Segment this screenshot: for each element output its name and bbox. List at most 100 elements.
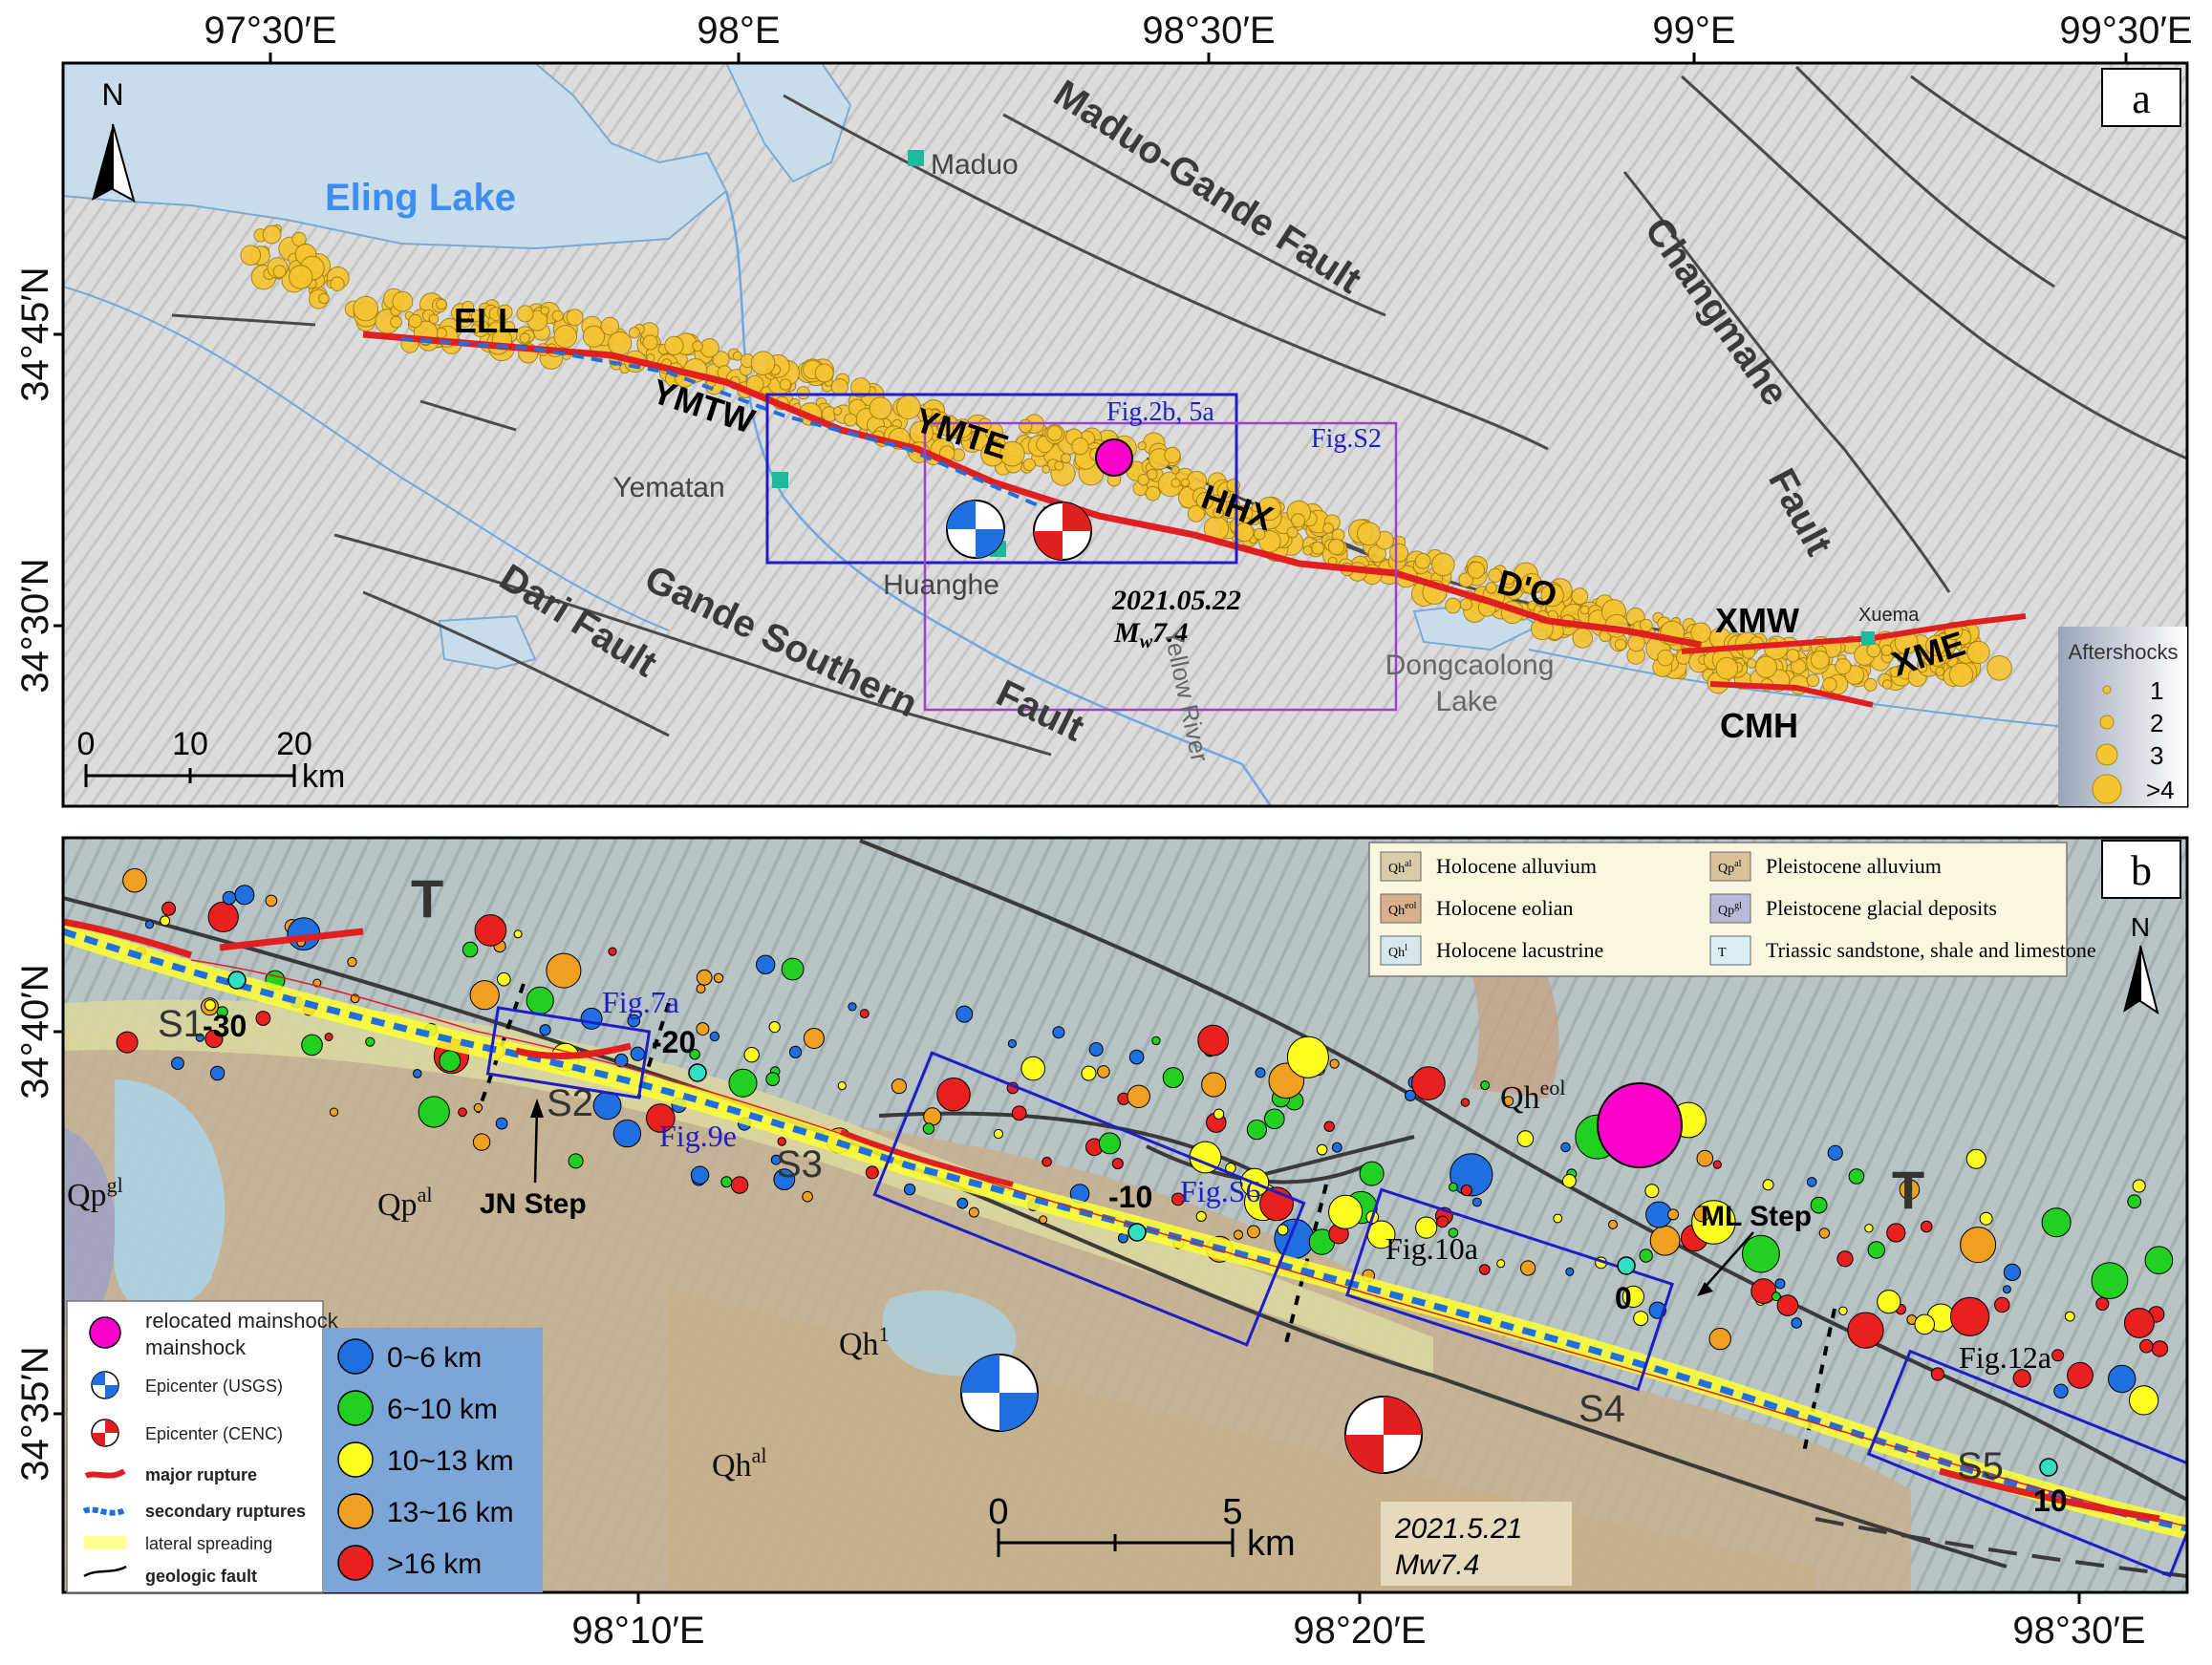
geology-swatch <box>1709 851 1751 882</box>
fig9e-label: Fig.9e <box>659 1119 737 1153</box>
aftershock-point <box>1147 468 1158 480</box>
major-rupture-b2 <box>219 928 364 951</box>
yellow-river <box>724 190 1273 806</box>
aftershock-point <box>1356 522 1381 546</box>
lon-label-a-0: 97°30′E <box>204 10 336 52</box>
aftershock-point <box>1488 567 1503 583</box>
mainshock-a <box>1095 438 1133 477</box>
aftershock-point <box>513 929 523 939</box>
aftershock-point <box>1836 1250 1854 1268</box>
aftershock-point <box>1247 1225 1260 1239</box>
unit-label-qh1-sup: 1 <box>879 1322 890 1346</box>
aftershock-point <box>1479 1264 1491 1275</box>
figS6-label: Fig.S6 <box>1180 1174 1260 1208</box>
panel-b-letter-box <box>2101 840 2181 899</box>
aftershock-point <box>1863 677 1878 692</box>
aftershock-point <box>1762 1179 1774 1191</box>
stepover-s1: S1 <box>158 1003 204 1045</box>
aftershock-point <box>1042 464 1051 474</box>
ml-step-label: ML Step <box>1701 1201 1812 1232</box>
geology-code-main: Qh <box>1388 862 1405 876</box>
aftershock-point <box>1450 1153 1493 1197</box>
river-2 <box>63 286 670 631</box>
distance-mark-m20: -20 <box>652 1025 696 1059</box>
beachball-usgs-b <box>960 1354 1039 1432</box>
aftershock-point <box>1899 1179 1921 1201</box>
legend-mainshock: relocated mainshock <box>145 1309 339 1333</box>
aftershock-point <box>2041 1207 2072 1238</box>
aftershock-point <box>240 245 262 267</box>
legend-usgs: Epicenter (USGS) <box>145 1377 283 1396</box>
legend-mainshock-icon <box>89 1316 121 1349</box>
aftershock-point <box>1128 1049 1145 1065</box>
aftershock-point <box>1405 1089 1416 1101</box>
aftershock-point <box>470 324 481 334</box>
aftershock-point <box>664 335 684 355</box>
legend-lateral-spreading: lateral spreading <box>145 1534 272 1553</box>
aftershock-point <box>474 914 507 947</box>
fig12a-box <box>1866 1349 2187 1578</box>
lon-label-b-0: 98°10′E <box>571 1610 704 1652</box>
legend-cenc: Epicenter (CENC) <box>145 1424 283 1443</box>
aftershock-size-2 <box>2099 715 2115 730</box>
aftershock-point <box>1925 634 1946 656</box>
scale-a-20: 20 <box>276 726 312 762</box>
aftershock-point <box>540 306 549 315</box>
aftershock-point <box>2124 1308 2155 1338</box>
xuema-label: Xuema <box>1858 605 1920 626</box>
legend-cenc-icon <box>91 1419 119 1447</box>
aftershock-point <box>1503 1096 1514 1106</box>
fig12a-label: Fig.12a <box>1959 1340 2051 1375</box>
aftershock-point <box>1485 582 1497 594</box>
aftershock-point <box>830 378 848 396</box>
aftershock-point <box>1715 656 1739 680</box>
aftershock-point <box>690 1165 710 1185</box>
fig2b-box <box>765 393 1238 565</box>
dashed-fault-b <box>1815 1517 2187 1578</box>
aftershock-point <box>1667 1208 1680 1221</box>
huanghe-label: Huanghe <box>883 569 999 601</box>
aftershock-point <box>1180 478 1191 487</box>
aftershock-point <box>1994 1296 2010 1313</box>
aftershock-point <box>2012 1369 2031 1388</box>
aftershock-point <box>1046 425 1063 441</box>
legend-major-rupture-icon <box>84 1468 126 1479</box>
aftershock-point <box>1233 1229 1244 1240</box>
aftershock-point <box>1621 1285 1645 1309</box>
aftershock-point <box>1786 649 1800 663</box>
aftershock-point <box>796 386 810 400</box>
aftershock-point <box>1838 1306 1848 1316</box>
aftershock-point <box>788 1045 803 1058</box>
aftershock-point <box>462 941 479 958</box>
aftershock-point <box>209 1065 225 1081</box>
segment-ell: ELL <box>454 301 519 340</box>
aftershock-point <box>1772 1291 1781 1302</box>
beachball-cenc-b <box>1344 1396 1423 1474</box>
aftershock-point <box>756 954 776 974</box>
geology-code-main: Qp <box>1718 904 1734 918</box>
lon-label-a-2: 98°30′E <box>1142 10 1275 52</box>
unit-label-qheol: Qheol <box>1500 1076 1565 1116</box>
aftershock-point <box>1644 1184 1660 1199</box>
aftershock-point <box>144 920 155 929</box>
aftershock-point <box>1880 644 1893 656</box>
aftershock-point <box>222 890 237 906</box>
unit-label-qpal-sup: al <box>418 1183 433 1206</box>
aftershock-size-1 <box>2102 685 2112 694</box>
beachball-usgs-a <box>946 500 1005 559</box>
aftershock-point <box>1562 1173 1577 1188</box>
aftershock-point <box>2129 1385 2159 1416</box>
fig2b-box-label: Fig.2b, 5a <box>1106 397 1214 427</box>
aftershock-point <box>1810 650 1830 670</box>
aftershock-point <box>469 980 500 1011</box>
aftershock-point <box>1776 1294 1799 1316</box>
aftershock-point <box>1742 1234 1780 1273</box>
geology-code-sup: al <box>1734 859 1741 869</box>
aftershock-legend-3: 3 <box>2150 741 2163 770</box>
maduo-label: Maduo <box>931 149 1019 181</box>
geology-swatch <box>1380 935 1422 966</box>
aftershock-point <box>1696 1149 1714 1167</box>
aftershock-point <box>1162 1067 1184 1089</box>
lon-label-b-2: 98°30′E <box>2012 1610 2145 1652</box>
